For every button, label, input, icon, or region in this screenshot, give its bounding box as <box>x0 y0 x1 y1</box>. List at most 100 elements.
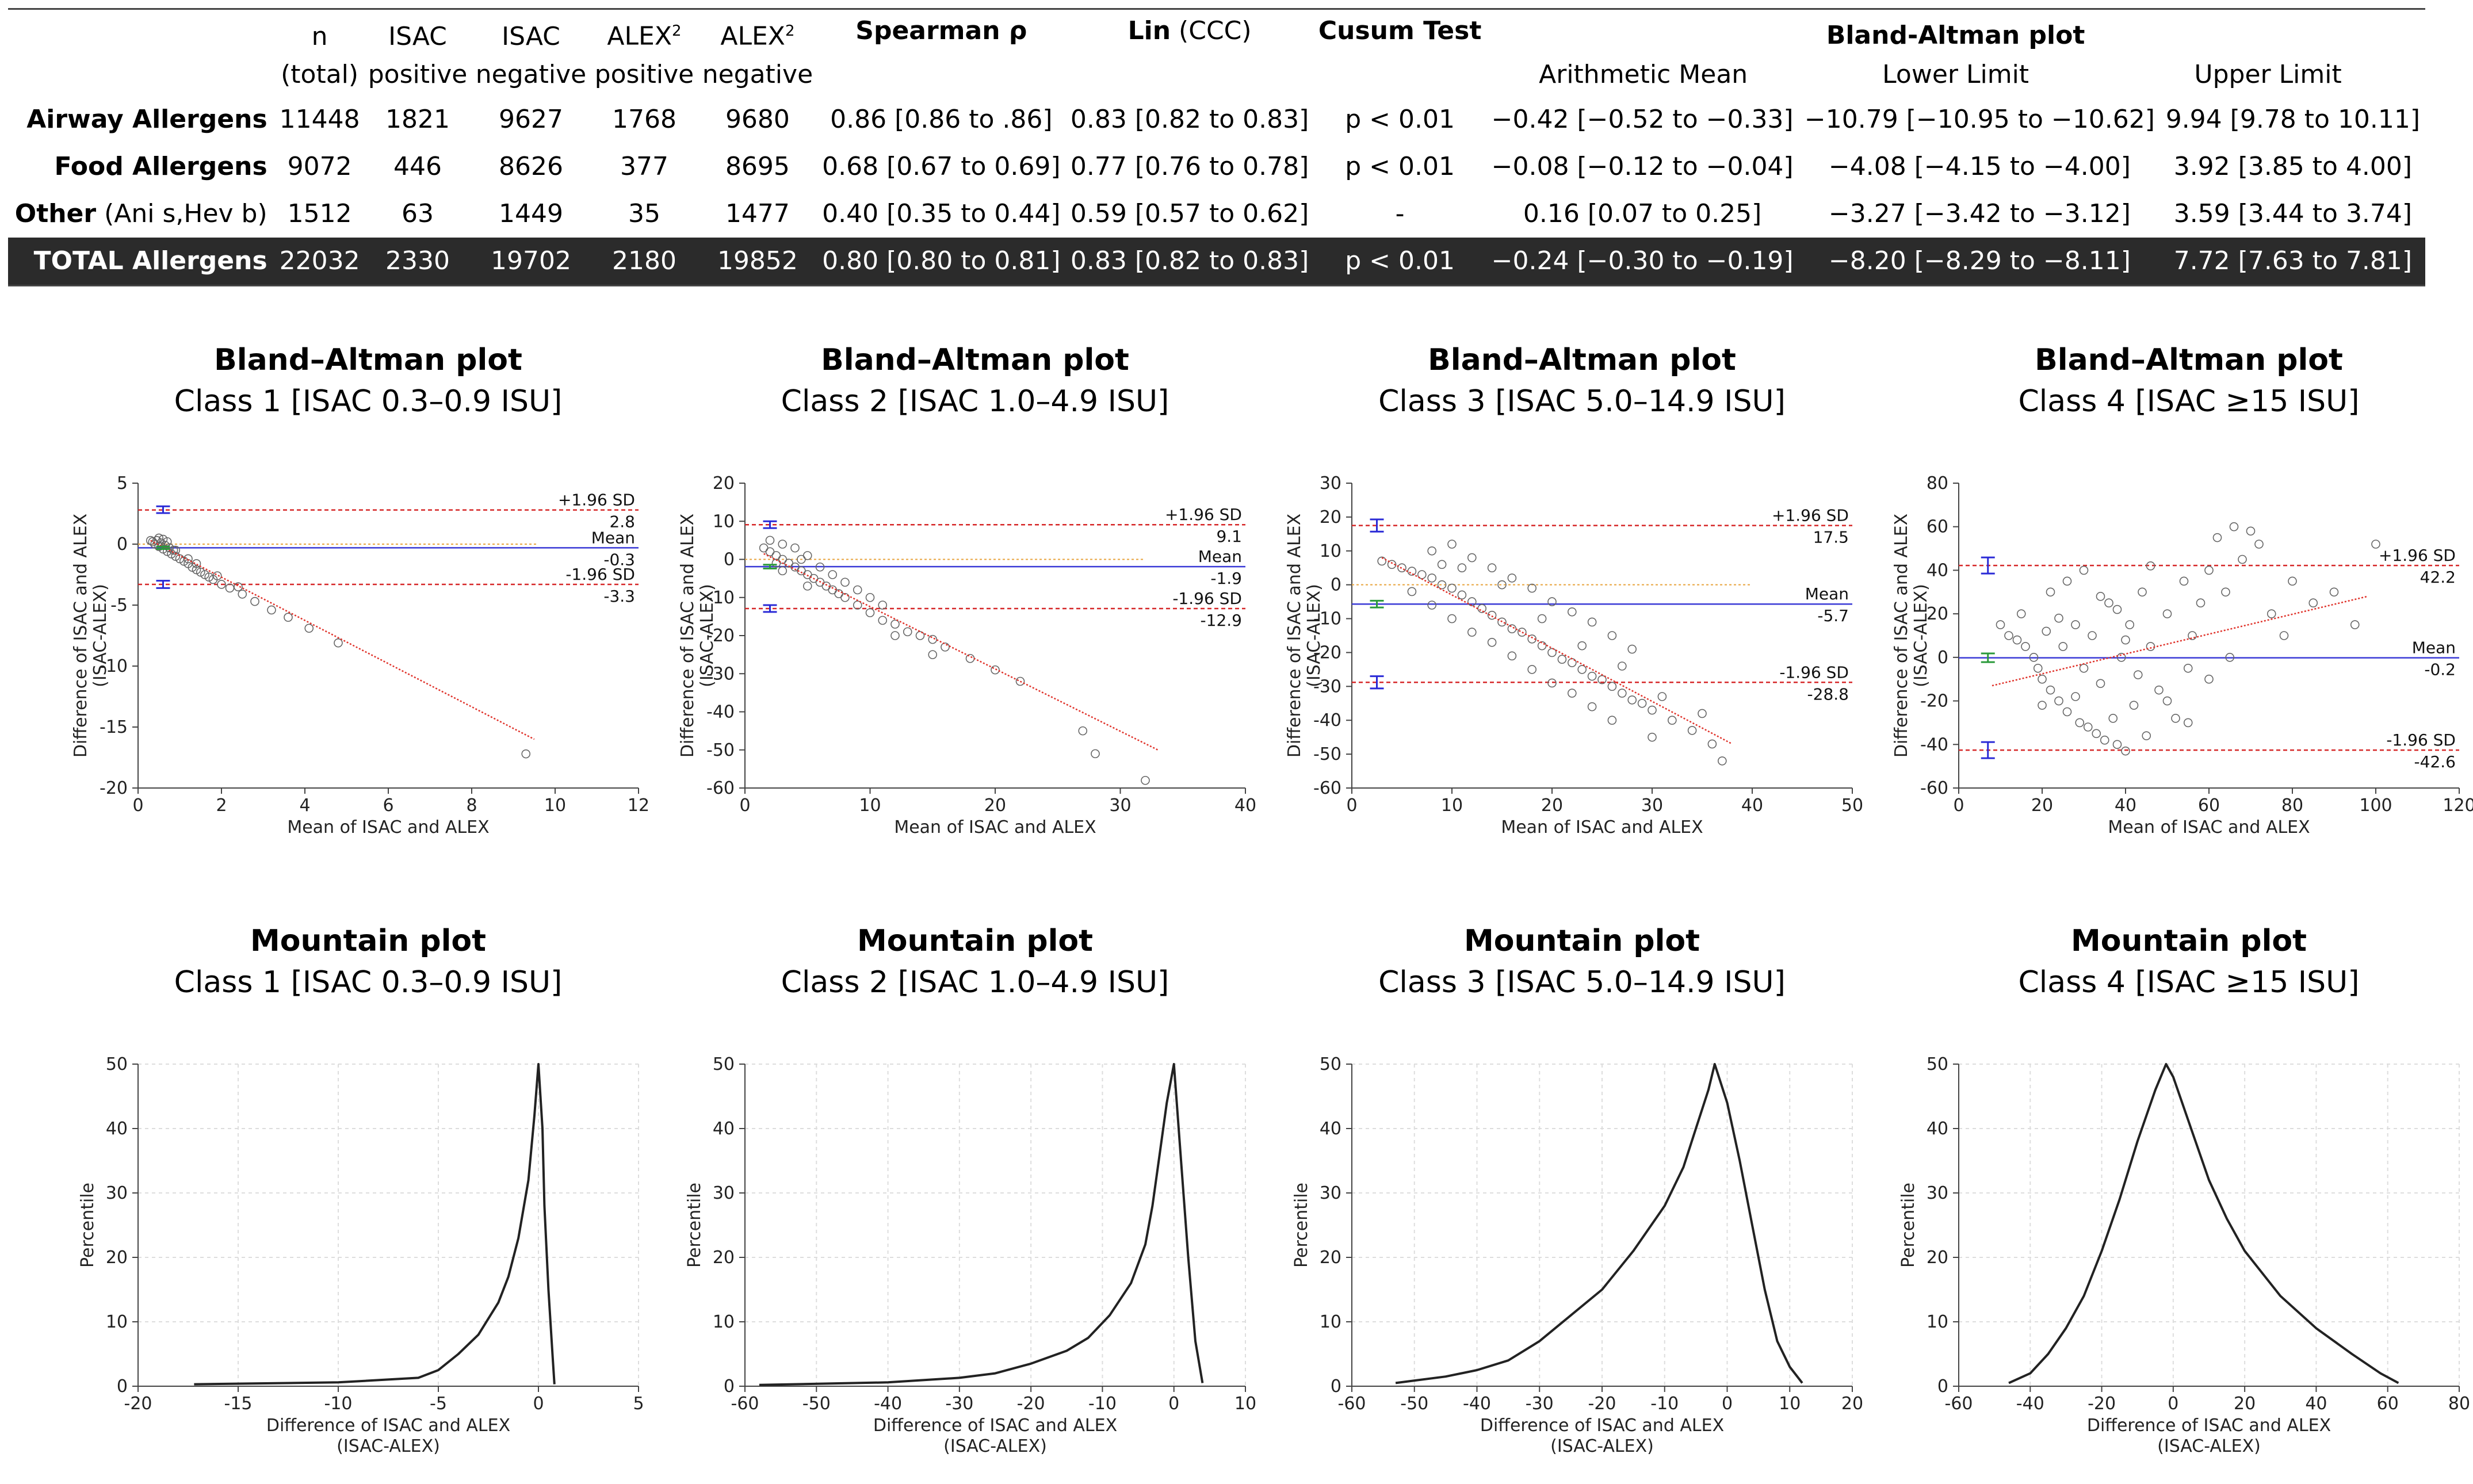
x-tick-label: -50 <box>1400 1394 1428 1414</box>
data-point <box>1091 749 1100 759</box>
upper-limit-value: 2.8 <box>609 512 635 531</box>
y-tick-label: 20 <box>713 1248 735 1268</box>
cell-n: 9072 <box>287 152 352 182</box>
data-point <box>1527 583 1537 593</box>
data-point <box>225 583 235 593</box>
y-tick-label: 30 <box>1927 1183 1948 1203</box>
header-lower-limit: Lower Limit <box>1882 59 2029 89</box>
data-point <box>1707 739 1717 749</box>
x-tick-label: -20 <box>1017 1394 1045 1414</box>
data-point <box>304 624 314 633</box>
data-point <box>192 559 201 568</box>
cell-lin: 0.77 [0.76 to 0.78] <box>1070 152 1309 182</box>
x-axis-label: Mean of ISAC and ALEX <box>2108 817 2310 837</box>
chart-title: Mountain plot Class 4 [ISAC ≥15 ISU] <box>1884 920 2473 1003</box>
data-point <box>1497 580 1507 590</box>
x-tick-label: 60 <box>2377 1394 2399 1414</box>
lower-limit-value: -42.6 <box>2414 752 2456 771</box>
lower-ci-bar <box>156 580 170 589</box>
data-point <box>797 554 806 564</box>
x-tick-label: 0 <box>2168 1394 2178 1414</box>
y-tick-label: 60 <box>1927 517 1948 537</box>
y-axis-label: Difference of ISAC and ALEX <box>678 514 698 758</box>
x-tick-label: 40 <box>1234 795 1256 816</box>
x-tick-label: 10 <box>544 795 566 816</box>
upper-ci-bar <box>763 520 777 529</box>
data-point <box>1577 665 1587 674</box>
mean-label: Mean <box>1805 584 1849 603</box>
y-axis-label: Percentile <box>78 1183 98 1268</box>
y-tick-label: -15 <box>100 717 128 737</box>
table-row: TOTAL Allergens 22032 2330 19702 2180 19852 0.… <box>8 237 2425 286</box>
cell-isac-pos: 2330 <box>364 237 472 286</box>
header-alex-positive: ALEX2 positive <box>590 7 698 96</box>
x-tick-label: -30 <box>945 1394 973 1414</box>
x-axis-label: Mean of ISAC and ALEX <box>1501 817 1703 837</box>
x-tick-label: 30 <box>1109 795 1131 816</box>
x-tick-label: -20 <box>2088 1394 2116 1414</box>
y-tick-label: -5 <box>110 595 128 615</box>
header-bland-altman: Bland-Altman plot Arithmetic Mean Lower … <box>1486 7 2425 96</box>
mountain-line <box>1395 1063 1803 1384</box>
x-tick-label: 2 <box>216 795 227 816</box>
cell-upper: 3.59 [3.44 to 3.74] <box>2173 199 2413 229</box>
data-point <box>1717 756 1727 766</box>
cell-alex-neg: 9680 <box>725 105 790 135</box>
data-point <box>1407 587 1417 596</box>
lower-limit-value: -28.8 <box>1807 684 1849 703</box>
mountain-line <box>759 1063 1204 1386</box>
data-point <box>928 634 938 644</box>
data-point <box>2046 685 2055 695</box>
header-alex-negative: ALEX2 negative <box>698 7 817 96</box>
data-point <box>1457 563 1467 573</box>
cell-lin: 0.83 [0.82 to 0.83] <box>1070 105 1309 135</box>
y-tick-label: 10 <box>1320 541 1341 561</box>
cell-n: 22032 <box>275 237 364 286</box>
bland-altman-panel: Bland–Altman plot Class 2 [ISAC 1.0–4.9 I… <box>670 339 1280 869</box>
data-point <box>2246 526 2256 536</box>
x-axis-label-2: (ISAC-ALEX) <box>2157 1436 2261 1456</box>
y-tick-label: 50 <box>1927 1054 1948 1074</box>
chart-subtitle: Class 3 [ISAC 5.0–14.9 ISU] <box>1378 384 1786 419</box>
chart-title-text: Mountain plot <box>250 924 487 958</box>
lower-limit-label: -1.96 SD <box>2386 730 2456 749</box>
mean-value: -0.2 <box>2424 660 2456 679</box>
y-tick-label: 5 <box>117 473 128 494</box>
x-tick-label: -15 <box>224 1394 253 1414</box>
y-axis-label: Difference of ISAC and ALEX <box>71 514 91 758</box>
data-point <box>1427 573 1437 583</box>
cell-cusum: - <box>1395 199 1405 229</box>
chart-subtitle: Class 4 [ISAC ≥15 ISU] <box>2018 965 2360 1000</box>
y-tick-label: 80 <box>1927 473 1948 494</box>
y-tick-label: -30 <box>1313 676 1341 697</box>
y-tick-label: -40 <box>706 702 735 722</box>
x-axis-label: Mean of ISAC and ALEX <box>287 817 489 837</box>
data-point <box>2038 701 2047 710</box>
header-spearman: Spearman ρ <box>817 7 1066 96</box>
table-header-row: n (total) ISAC positive ISAC negative ALEX2… <box>8 7 2425 96</box>
header-isac-negative: ISAC negative <box>471 7 591 96</box>
x-axis-label-2: (ISAC-ALEX) <box>943 1436 1047 1456</box>
bland-altman-panel: Bland–Altman plot Class 3 [ISAC 5.0–14.9 … <box>1277 339 1887 869</box>
data-point <box>284 613 293 622</box>
chart-title: Bland–Altman plot Class 3 [ISAC 5.0–14.9 … <box>1277 339 1887 422</box>
y-tick-label: 10 <box>1927 1312 1948 1332</box>
bland-altman-panel: Bland–Altman plot Class 4 [ISAC ≥15 ISU] 0… <box>1884 339 2473 869</box>
mean-label: Mean <box>1198 547 1242 566</box>
data-point <box>1507 573 1517 583</box>
mean-ci-bar <box>1981 652 1995 663</box>
data-point <box>2162 609 2172 618</box>
upper-limit-label: +1.96 SD <box>558 491 635 510</box>
y-axis-label: Percentile <box>685 1183 705 1268</box>
data-point <box>2054 613 2063 623</box>
upper-limit-value: 9.1 <box>1216 527 1242 546</box>
x-tick-label: 10 <box>1234 1394 1256 1414</box>
data-point <box>2221 587 2230 597</box>
upper-ci-bar <box>1370 518 1384 533</box>
y-tick-label: 20 <box>1320 1248 1341 1268</box>
data-point <box>2225 653 2235 662</box>
data-point <box>1567 689 1577 698</box>
y-tick-label: 30 <box>1320 1183 1341 1203</box>
lower-limit-label: -1.96 SD <box>1172 589 1242 608</box>
mountain-panel: Mountain plot Class 4 [ISAC ≥15 ISU] -60 -4… <box>1884 920 2473 1456</box>
